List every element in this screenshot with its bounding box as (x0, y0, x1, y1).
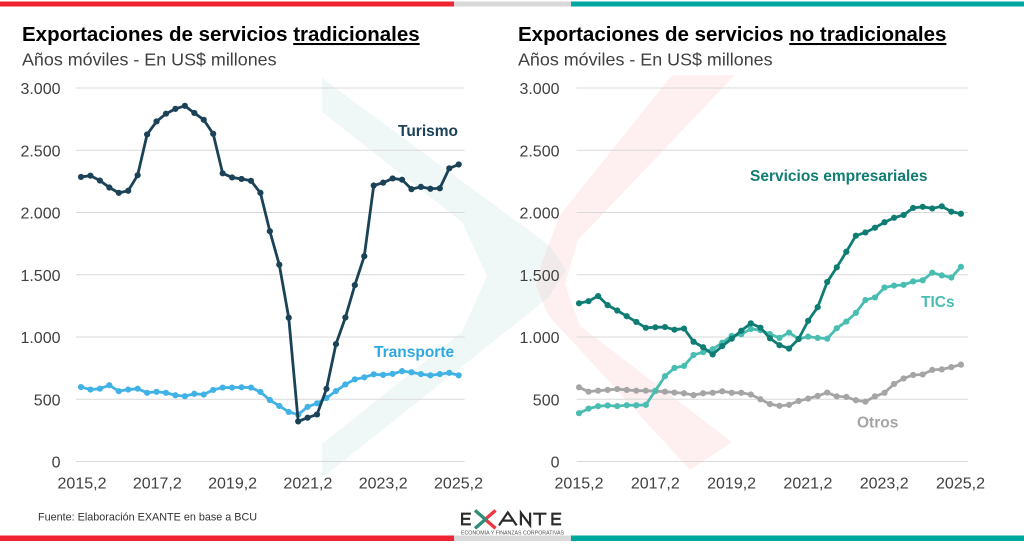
svg-text:2019,2: 2019,2 (208, 476, 257, 493)
svg-text:2023,2: 2023,2 (860, 476, 909, 493)
svg-text:Servicios empresariales: Servicios empresariales (750, 168, 928, 185)
svg-text:0: 0 (551, 455, 560, 472)
svg-text:Exportaciones de servicios tra: Exportaciones de servicios tradicionales (22, 23, 420, 46)
svg-text:ECONOMÍA Y FINANZAS CORPORATIV: ECONOMÍA Y FINANZAS CORPORATIVAS (461, 530, 565, 537)
svg-text:2025,2: 2025,2 (936, 476, 985, 493)
svg-text:1.500: 1.500 (20, 268, 60, 285)
svg-text:3.000: 3.000 (20, 81, 60, 98)
svg-text:1.500: 1.500 (519, 268, 559, 285)
svg-text:2017,2: 2017,2 (631, 476, 680, 493)
svg-text:3.000: 3.000 (519, 81, 559, 98)
svg-text:2019,2: 2019,2 (707, 476, 756, 493)
svg-text:500: 500 (34, 392, 61, 409)
svg-text:2025,2: 2025,2 (434, 476, 483, 493)
svg-text:Fuente: Elaboración EXANTE en: Fuente: Elaboración EXANTE en base a BCU (38, 512, 257, 524)
svg-text:TICs: TICs (921, 294, 955, 311)
svg-text:Años móviles - En US$ millones: Años móviles - En US$ millones (518, 50, 773, 70)
svg-text:1.000: 1.000 (519, 330, 559, 347)
svg-text:2015,2: 2015,2 (555, 476, 604, 493)
svg-text:Otros: Otros (857, 415, 898, 432)
svg-text:1.000: 1.000 (20, 330, 60, 347)
svg-text:2.000: 2.000 (20, 206, 60, 223)
svg-text:Transporte: Transporte (374, 344, 454, 361)
svg-text:2015,2: 2015,2 (58, 476, 107, 493)
svg-text:2023,2: 2023,2 (359, 476, 408, 493)
svg-text:Años móviles - En US$ millones: Años móviles - En US$ millones (22, 50, 277, 70)
svg-text:2017,2: 2017,2 (133, 476, 182, 493)
svg-text:2021,2: 2021,2 (783, 476, 832, 493)
svg-text:Turismo: Turismo (398, 123, 458, 140)
svg-text:2.500: 2.500 (20, 143, 60, 160)
svg-text:2.500: 2.500 (519, 143, 559, 160)
svg-text:500: 500 (533, 392, 560, 409)
svg-text:2021,2: 2021,2 (283, 476, 332, 493)
svg-text:2.000: 2.000 (519, 206, 559, 223)
svg-text:0: 0 (52, 455, 61, 472)
svg-text:Exportaciones de servicios no: Exportaciones de servicios no tradiciona… (518, 23, 946, 46)
